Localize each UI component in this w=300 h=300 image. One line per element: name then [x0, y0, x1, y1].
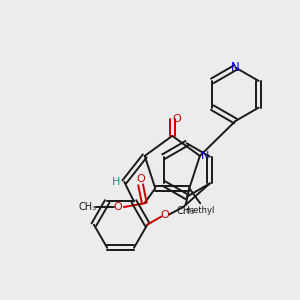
Text: H: H	[112, 177, 120, 187]
Text: O: O	[136, 174, 145, 184]
Text: N: N	[200, 151, 209, 161]
Text: N: N	[231, 61, 240, 74]
Text: methyl: methyl	[186, 206, 215, 214]
Text: O: O	[173, 114, 182, 124]
Text: CH₃: CH₃	[176, 206, 195, 216]
Text: O: O	[113, 202, 122, 212]
Text: O: O	[161, 210, 170, 220]
Text: CH₃: CH₃	[79, 202, 97, 212]
